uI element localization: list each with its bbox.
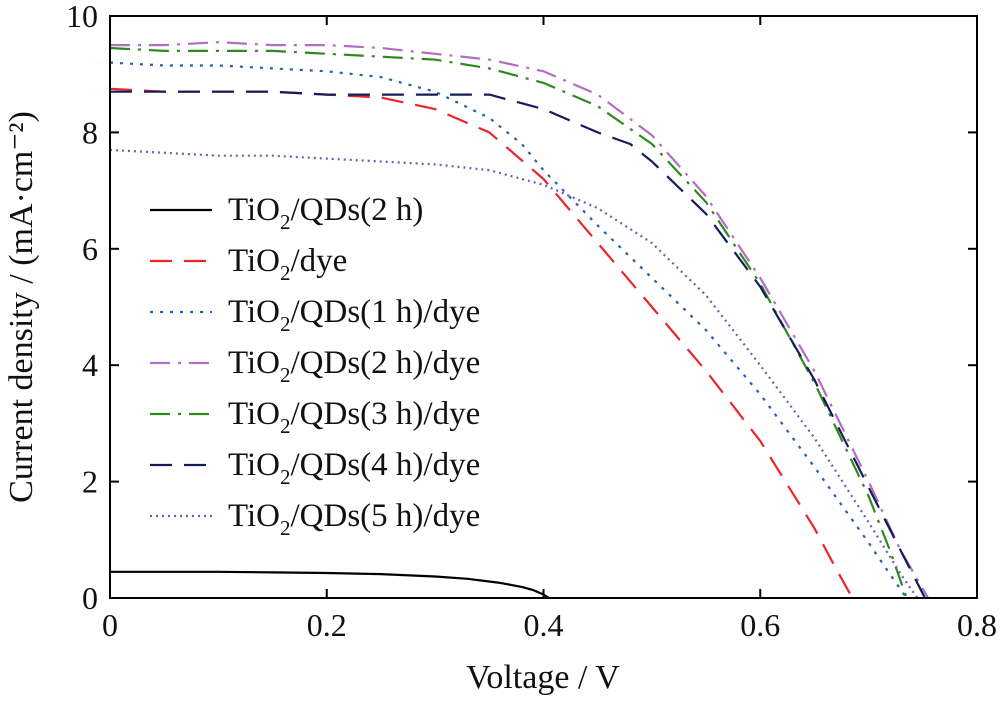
series-line-tio2-qds-2-h xyxy=(110,570,550,599)
legend-label-part: TiO xyxy=(228,447,280,483)
legend-label: TiO2/QDs(2 h) xyxy=(228,192,423,234)
series-line-tio2-qds-5-h-dye xyxy=(109,148,919,599)
series-line-tio2-qds-4-h-dye xyxy=(110,90,926,599)
legend-label-subscript: 2 xyxy=(280,210,291,234)
legend-label-part: TiO xyxy=(228,396,280,432)
x-tick-label: 0.8 xyxy=(957,607,997,643)
legend-label-subscript: 2 xyxy=(280,414,291,438)
series-layer xyxy=(109,41,930,599)
legend-label-part: /QDs(2 h) xyxy=(291,192,424,228)
y-tick-label: 8 xyxy=(82,114,98,150)
legend-label-subscript: 2 xyxy=(280,312,291,336)
x-tick-label: 0.6 xyxy=(740,607,780,643)
legend-label: TiO2/QDs(2 h)/dye xyxy=(228,345,480,387)
legend-label-part: TiO xyxy=(228,192,280,228)
legend-label: TiO2/dye xyxy=(228,243,347,285)
legend-label: TiO2/QDs(4 h)/dye xyxy=(228,447,480,489)
legend-label-subscript: 2 xyxy=(280,516,291,540)
legend-label-part: /QDs(3 h)/dye xyxy=(291,396,481,432)
y-tick-label: 2 xyxy=(82,464,98,500)
x-tick-label: 0 xyxy=(102,607,118,643)
series-line-tio2-qds-3-h-dye xyxy=(109,46,908,599)
y-tick-label: 4 xyxy=(82,347,98,383)
y-axis-title: Current density / (mA·cm⁻²) xyxy=(3,111,40,503)
series-line-tio2-qds-2-h-dye xyxy=(110,41,930,599)
legend-label-subscript: 2 xyxy=(280,465,291,489)
legend-label-part: /QDs(5 h)/dye xyxy=(291,498,481,534)
x-tick-label: 0.2 xyxy=(307,607,347,643)
series-line-tio2-dye xyxy=(109,87,854,599)
series-line-tio2-qds-1-h-dye xyxy=(109,61,908,599)
legend-label-part: TiO xyxy=(228,345,280,381)
legend-label-part: TiO xyxy=(228,294,280,330)
y-tick-label: 10 xyxy=(66,0,98,34)
legend-label-subscript: 2 xyxy=(280,261,291,285)
legend-label-part: /QDs(2 h)/dye xyxy=(291,345,481,381)
y-tick-label: 6 xyxy=(82,231,98,267)
legend-label: TiO2/QDs(5 h)/dye xyxy=(228,498,480,540)
legend-label-part: TiO xyxy=(228,243,280,279)
legend-label-part: /dye xyxy=(291,243,348,279)
y-tick-label: 0 xyxy=(82,580,98,616)
legend-label-part: /QDs(1 h)/dye xyxy=(291,294,481,330)
legend-label: TiO2/QDs(3 h)/dye xyxy=(228,396,480,438)
legend-label-part: /QDs(4 h)/dye xyxy=(291,447,481,483)
x-axis-title: Voltage / V xyxy=(466,659,620,696)
x-tick-label: 0.4 xyxy=(524,607,564,643)
tick-layer: 0 0.2 0.4 0.6 0.8 0 2 4 6 8 10 xyxy=(66,0,997,643)
legend-label-part: TiO xyxy=(228,498,280,534)
legend-label-subscript: 2 xyxy=(280,363,291,387)
legend-label: TiO2/QDs(1 h)/dye xyxy=(228,294,480,336)
